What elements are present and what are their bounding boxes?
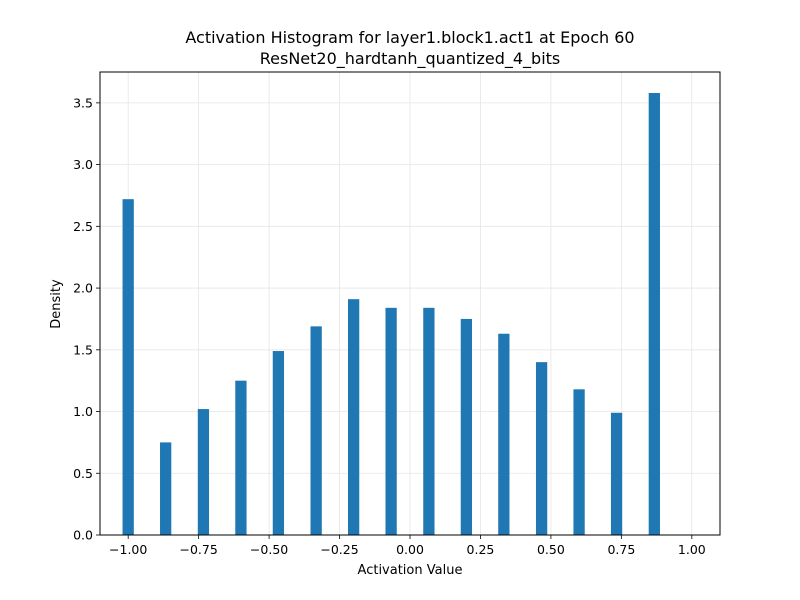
histogram-bar bbox=[498, 333, 510, 535]
x-tick-label: 0.50 bbox=[537, 542, 565, 557]
grid-lines bbox=[100, 72, 720, 536]
histogram-bar bbox=[122, 199, 134, 536]
y-tick-label: 0.0 bbox=[73, 528, 93, 543]
chart-subtitle: ResNet20_hardtanh_quantized_4_bits bbox=[260, 49, 561, 69]
histogram-bar bbox=[197, 409, 210, 535]
x-axis-ticks: −1.00 −0.75 −0.50 −0.25 0.00 0.25 0.50 0.75 1.00 bbox=[109, 535, 706, 557]
histogram-bar bbox=[310, 326, 322, 535]
y-tick-label: 3.0 bbox=[73, 157, 93, 172]
x-tick-label: 0.75 bbox=[607, 542, 635, 557]
x-tick-label: −0.75 bbox=[179, 542, 217, 557]
x-tick-label: 0.25 bbox=[467, 542, 495, 557]
x-tick-label: 0.00 bbox=[396, 542, 424, 557]
histogram-bar bbox=[235, 380, 247, 535]
y-axis-label: Density bbox=[49, 279, 64, 329]
y-axis-ticks: 0.0 0.5 1.0 1.5 2.0 2.5 3.0 3.5 bbox=[73, 95, 100, 543]
histogram-bar bbox=[348, 299, 360, 535]
histogram-bar bbox=[385, 307, 397, 535]
histogram-bar bbox=[535, 362, 548, 535]
x-tick-label: 1.00 bbox=[678, 542, 706, 557]
histogram-bar bbox=[460, 318, 472, 535]
histogram-bar bbox=[610, 412, 623, 535]
bars bbox=[122, 92, 660, 536]
y-tick-label: 3.5 bbox=[73, 95, 93, 110]
y-tick-label: 1.5 bbox=[73, 342, 93, 357]
histogram-bar bbox=[573, 389, 585, 535]
histogram-bar bbox=[648, 92, 660, 536]
x-axis-label: Activation Value bbox=[358, 563, 463, 578]
x-tick-label: −0.25 bbox=[320, 542, 358, 557]
x-tick-label: −1.00 bbox=[109, 542, 147, 557]
y-tick-label: 0.5 bbox=[73, 466, 93, 481]
y-tick-label: 2.0 bbox=[73, 281, 93, 296]
chart-title: Activation Histogram for layer1.block1.a… bbox=[185, 28, 634, 47]
x-tick-label: −0.50 bbox=[250, 542, 288, 557]
histogram-bar bbox=[423, 307, 435, 535]
histogram-bar bbox=[272, 351, 285, 535]
y-tick-label: 1.0 bbox=[73, 404, 93, 419]
histogram-bar bbox=[160, 442, 172, 535]
y-tick-label: 2.5 bbox=[73, 219, 93, 234]
